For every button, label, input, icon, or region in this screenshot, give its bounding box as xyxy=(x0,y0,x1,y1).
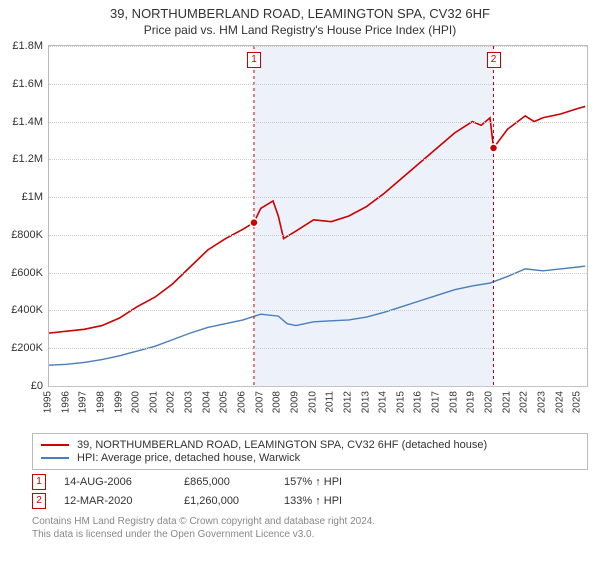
x-tick-label: 2016 xyxy=(413,391,424,413)
sale-date: 14-AUG-2006 xyxy=(64,476,184,488)
x-tick-label: 2025 xyxy=(572,391,583,413)
legend-row: 39, NORTHUMBERLAND ROAD, LEAMINGTON SPA,… xyxy=(41,439,579,451)
x-tick-label: 2007 xyxy=(254,391,265,413)
grid-line xyxy=(49,310,587,311)
y-tick-label: £1.8M xyxy=(12,40,43,52)
x-tick-label: 2017 xyxy=(431,391,442,413)
x-tick-label: 2005 xyxy=(219,391,230,413)
grid-line xyxy=(49,159,587,160)
grid-line xyxy=(49,84,587,85)
x-tick-label: 2003 xyxy=(184,391,195,413)
legend-row: HPI: Average price, detached house, Warw… xyxy=(41,452,579,464)
y-tick-label: £1M xyxy=(22,191,43,203)
sale-marker-icon: 1 xyxy=(247,52,261,68)
series-property xyxy=(49,106,585,333)
y-tick-label: £600K xyxy=(11,267,43,279)
sales-table: 1 14-AUG-2006 £865,000 157% ↑ HPI 2 12-M… xyxy=(32,474,588,509)
sale-hpi: 157% ↑ HPI xyxy=(284,476,404,488)
x-tick-label: 1997 xyxy=(78,391,89,413)
x-tick-label: 1999 xyxy=(113,391,124,413)
grid-line xyxy=(49,197,587,198)
sale-point-icon xyxy=(490,144,498,152)
x-tick-label: 1996 xyxy=(60,391,71,413)
sale-point-icon xyxy=(250,219,258,227)
y-tick-label: £200K xyxy=(11,342,43,354)
x-tick-label: 2012 xyxy=(342,391,353,413)
x-tick-label: 2022 xyxy=(519,391,530,413)
y-tick-label: £400K xyxy=(11,304,43,316)
sale-marker-2-icon: 2 xyxy=(32,493,46,509)
x-tick-label: 2006 xyxy=(237,391,248,413)
x-tick-label: 2020 xyxy=(483,391,494,413)
x-tick-label: 2000 xyxy=(131,391,142,413)
grid-line xyxy=(49,348,587,349)
legend-label-property: 39, NORTHUMBERLAND ROAD, LEAMINGTON SPA,… xyxy=(77,439,487,451)
x-tick-label: 2014 xyxy=(378,391,389,413)
x-tick-label: 2023 xyxy=(536,391,547,413)
x-tick-label: 1998 xyxy=(95,391,106,413)
y-tick-label: £1.2M xyxy=(12,153,43,165)
x-tick-label: 2008 xyxy=(272,391,283,413)
sale-price: £865,000 xyxy=(184,476,284,488)
x-tick-label: 2015 xyxy=(395,391,406,413)
y-tick-label: £1.6M xyxy=(12,78,43,90)
x-axis-labels: 1995199619971998199920002001200220032004… xyxy=(48,387,588,427)
sale-date: 12-MAR-2020 xyxy=(64,495,184,507)
x-tick-label: 2024 xyxy=(554,391,565,413)
table-row: 2 12-MAR-2020 £1,260,000 133% ↑ HPI xyxy=(32,493,588,509)
sale-price: £1,260,000 xyxy=(184,495,284,507)
footer-attribution: Contains HM Land Registry data © Crown c… xyxy=(32,515,588,541)
chart-svg xyxy=(49,46,587,386)
sale-hpi: 133% ↑ HPI xyxy=(284,495,404,507)
grid-line xyxy=(49,46,587,47)
x-tick-label: 2010 xyxy=(307,391,318,413)
y-tick-label: £0 xyxy=(31,380,43,392)
legend-swatch-property xyxy=(41,444,69,446)
grid-line xyxy=(49,122,587,123)
sale-marker-icon: 2 xyxy=(487,52,501,68)
table-row: 1 14-AUG-2006 £865,000 157% ↑ HPI xyxy=(32,474,588,490)
footer-line: Contains HM Land Registry data © Crown c… xyxy=(32,515,588,528)
x-tick-label: 2001 xyxy=(148,391,159,413)
chart-title-address: 39, NORTHUMBERLAND ROAD, LEAMINGTON SPA,… xyxy=(0,6,600,21)
chart-title-sub: Price paid vs. HM Land Registry's House … xyxy=(0,23,600,37)
x-tick-label: 2002 xyxy=(166,391,177,413)
x-tick-label: 2004 xyxy=(201,391,212,413)
grid-line xyxy=(49,273,587,274)
legend-label-hpi: HPI: Average price, detached house, Warw… xyxy=(77,452,300,464)
x-tick-label: 2021 xyxy=(501,391,512,413)
y-tick-label: £800K xyxy=(11,229,43,241)
y-tick-label: £1.4M xyxy=(12,116,43,128)
sale-marker-1-icon: 1 xyxy=(32,474,46,490)
x-tick-label: 2009 xyxy=(289,391,300,413)
legend-swatch-hpi xyxy=(41,457,69,459)
series-hpi xyxy=(49,266,585,365)
grid-line xyxy=(49,235,587,236)
x-tick-label: 2013 xyxy=(360,391,371,413)
x-tick-label: 1995 xyxy=(43,391,54,413)
chart-legend: 39, NORTHUMBERLAND ROAD, LEAMINGTON SPA,… xyxy=(32,433,588,470)
price-chart: £0£200K£400K£600K£800K£1M£1.2M£1.4M£1.6M… xyxy=(48,45,588,387)
footer-line: This data is licensed under the Open Gov… xyxy=(32,528,588,541)
x-tick-label: 2011 xyxy=(325,391,336,413)
x-tick-label: 2019 xyxy=(466,391,477,413)
x-tick-label: 2018 xyxy=(448,391,459,413)
